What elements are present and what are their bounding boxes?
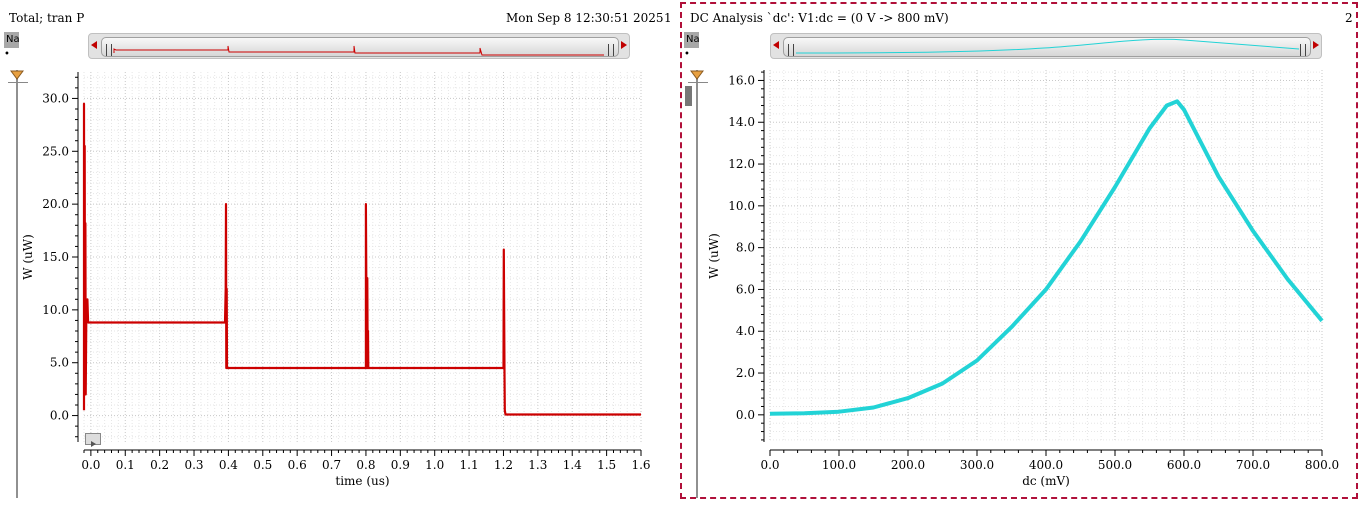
x-tick-label: 400.0 [1029, 458, 1063, 472]
right-zoom-scrollbar[interactable] [770, 33, 1322, 59]
y-tick-label: 5.0 [50, 356, 69, 370]
scroll-right-arrow-icon[interactable] [1313, 41, 1319, 49]
y-tick-label: 12.0 [728, 157, 755, 171]
x-tick-label: 1.2 [494, 458, 513, 472]
y-tick-label: 10.0 [728, 199, 755, 213]
x-tick-label: 0.4 [219, 458, 238, 472]
active-pane-selection [680, 2, 1358, 499]
left-pane-date: Mon Sep 8 12:30:51 2025 [506, 11, 664, 25]
scroll-thumb[interactable] [101, 37, 619, 57]
x-tick-label: 0.7 [322, 458, 341, 472]
thumb-right-grip-icon[interactable] [1300, 44, 1306, 56]
scroll-right-arrow-icon[interactable] [621, 41, 627, 49]
axes: 0.0 100.0 200.0 300.0 400.0 500.0 600.0 700.0 80… [707, 70, 1339, 488]
x-tick-label: 0.3 [184, 458, 203, 472]
x-tick-label: 0.0 [81, 458, 100, 472]
axes: 0.0 0.1 0.2 0.3 0.4 0.5 0.6 0.7 0.8 0.9 1.0 1.1 1.2 1… [21, 72, 651, 488]
y-tick-label: 0.0 [50, 409, 69, 423]
x-tick-label: 1.1 [460, 458, 479, 472]
y-tick-label: 2.0 [736, 366, 755, 380]
grid [769, 70, 1323, 442]
x-tick-label: 300.0 [960, 458, 994, 472]
y-tick-label: 15.0 [42, 250, 69, 264]
y-axis-label: W (uW) [707, 233, 721, 279]
y-tick-label: 10.0 [42, 303, 69, 317]
x-tick-label: 1.6 [631, 458, 650, 472]
x-tick-label: 1.0 [425, 458, 444, 472]
data-trace [769, 99, 1324, 416]
x-tick-label: 1.5 [597, 458, 616, 472]
x-tick-label: 200.0 [891, 458, 925, 472]
scroll-left-arrow-icon[interactable] [91, 41, 97, 49]
x-axis-label: dc (mV) [1022, 474, 1070, 488]
x-tick-label: 600.0 [1167, 458, 1201, 472]
thumb-left-grip-icon[interactable] [106, 44, 112, 56]
y-axis-label: W (uW) [21, 234, 35, 280]
x-tick-label: 1.3 [528, 458, 547, 472]
right-plot-pane[interactable]: DC Analysis `dc': V1:dc = (0 V -> 800 mV… [680, 0, 1360, 510]
filter-icon[interactable] [8, 68, 28, 83]
data-trace [82, 102, 641, 416]
x-tick-label: 800.0 [1305, 458, 1339, 472]
name-column-divider[interactable] [696, 70, 698, 498]
thumb-right-grip-icon[interactable] [608, 44, 614, 56]
x-axis-label: time (us) [335, 474, 389, 488]
x-tick-label: 0.1 [116, 458, 135, 472]
left-plot-pane[interactable]: Total; tran P Mon Sep 8 12:30:51 2025 1 … [0, 0, 676, 510]
left-pane-title: Total; tran P [9, 11, 85, 25]
left-chart[interactable]: 0.0 0.1 0.2 0.3 0.4 0.5 0.6 0.7 0.8 0.9 1.0 1.1 1.2 1… [0, 0, 676, 510]
x-tick-label: 0.8 [356, 458, 375, 472]
x-tick-label: 1.4 [563, 458, 582, 472]
y-tick-label: 6.0 [736, 282, 755, 296]
name-column-button[interactable]: Na [4, 32, 19, 48]
x-tick-label: 0.2 [150, 458, 169, 472]
y-tick-label: 0.0 [736, 408, 755, 422]
grid [83, 72, 642, 442]
filter-icon[interactable] [688, 68, 708, 83]
x-tick-label: 700.0 [1236, 458, 1270, 472]
y-tick-label: 14.0 [728, 115, 755, 129]
y-tick-label: 30.0 [42, 91, 69, 105]
x-tick-label: 0.6 [288, 458, 307, 472]
play-button[interactable] [85, 433, 101, 447]
left-pane-index: 1 [664, 11, 672, 25]
x-tick-label: 0.0 [760, 458, 779, 472]
trace-selector-handle[interactable] [685, 86, 692, 106]
thumb-left-grip-icon[interactable] [788, 44, 794, 56]
x-tick-label: 0.9 [391, 458, 410, 472]
left-zoom-scrollbar[interactable] [88, 33, 630, 59]
y-tick-label: 8.0 [736, 241, 755, 255]
right-pane-index: 2 [1345, 11, 1353, 25]
y-tick-label: 16.0 [728, 73, 755, 87]
x-tick-label: 100.0 [822, 458, 856, 472]
name-column-button[interactable]: Na [684, 32, 699, 48]
y-tick-label: 25.0 [42, 144, 69, 158]
y-tick-label: 20.0 [42, 197, 69, 211]
right-chart[interactable]: 0.0 100.0 200.0 300.0 400.0 500.0 600.0 700.0 80… [680, 0, 1360, 510]
x-tick-label: 500.0 [1098, 458, 1132, 472]
scroll-thumb[interactable] [783, 37, 1311, 57]
scroll-left-arrow-icon[interactable] [773, 41, 779, 49]
right-pane-title: DC Analysis `dc': V1:dc = (0 V -> 800 mV… [690, 11, 949, 25]
bullet-icon: • [4, 49, 10, 60]
name-column-divider[interactable] [16, 70, 18, 498]
x-tick-label: 0.5 [253, 458, 272, 472]
y-tick-label: 4.0 [736, 324, 755, 338]
bullet-icon: • [684, 49, 690, 60]
